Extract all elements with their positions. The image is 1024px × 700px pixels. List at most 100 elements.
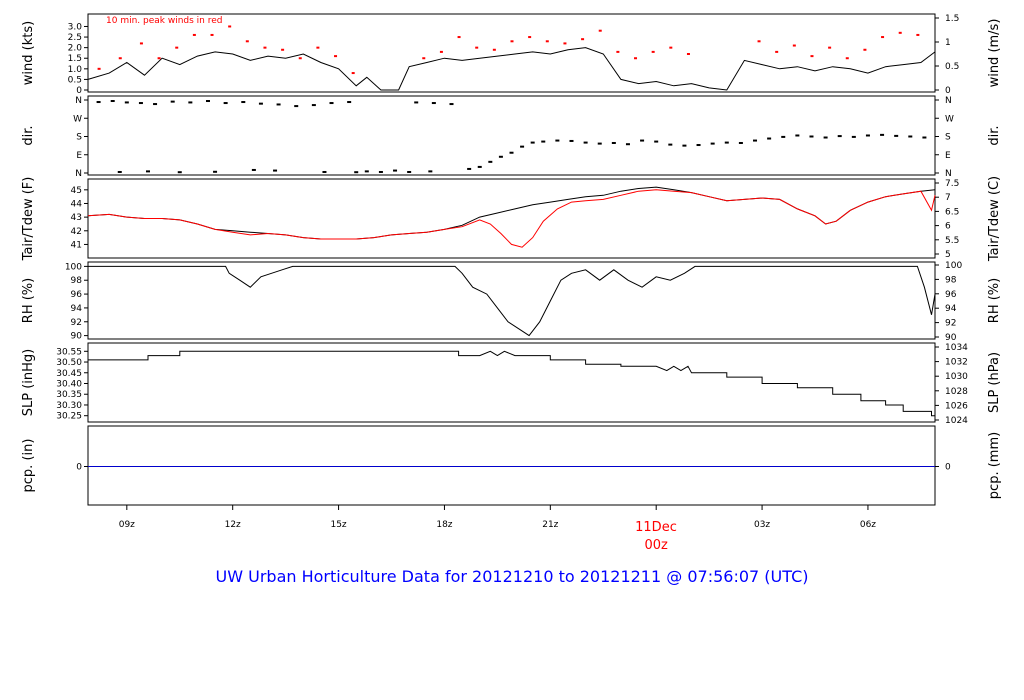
dir-point — [241, 101, 246, 104]
wind-gust-point — [139, 42, 143, 45]
wind-tick-label-left: 0 — [76, 86, 82, 96]
dir-point — [724, 141, 729, 144]
wind-gust-point — [563, 42, 567, 45]
dir-tick-label-left: W — [73, 114, 82, 124]
dir-point — [851, 135, 856, 138]
rh-tick-label-right: 94 — [945, 304, 957, 314]
dir-point — [188, 101, 193, 104]
wind-gust-point — [898, 31, 902, 34]
rh-ylabel-left: RH (%) — [21, 278, 36, 323]
dir-point — [520, 145, 525, 148]
dir-point — [611, 141, 616, 144]
dir-point — [555, 139, 560, 142]
dir-point — [795, 134, 800, 137]
wind-ylabel-right: wind (m/s) — [987, 19, 1002, 88]
wind-gust-point — [634, 57, 638, 60]
temp-ylabel-left: Tair/Tdew (F) — [21, 177, 36, 262]
dir-point — [364, 170, 369, 173]
wind-series-0 — [87, 47, 936, 91]
dir-point — [110, 100, 115, 103]
wind-tick-label-left: 0.5 — [68, 75, 82, 85]
wind-tick-label-left: 3.0 — [68, 22, 83, 32]
wind-gust-point — [757, 40, 761, 43]
wind-gust-point — [118, 57, 122, 60]
temp-frame — [87, 178, 936, 259]
dir-point — [311, 104, 316, 107]
wind-tick-label-left: 1.0 — [68, 65, 83, 75]
pcp-panel: pcp. (in) pcp. (mm) 0 0 — [21, 425, 1002, 506]
time-tick-label: 00z — [645, 538, 669, 553]
wind-tick-label-left: 2.0 — [68, 44, 83, 54]
wind-gust-point — [316, 46, 320, 49]
time-axis: 09z 12z 15z 18z 21z 00z 03z 06z — [119, 505, 876, 553]
dir-point — [569, 139, 574, 142]
slp-tick-label-left: 30.40 — [56, 380, 82, 390]
dir-point — [654, 140, 659, 143]
temp-tick-label-left: 45 — [71, 186, 82, 196]
dir-point — [922, 136, 927, 139]
dir-point — [294, 105, 299, 108]
rh-tick-label-right: 100 — [945, 261, 962, 271]
temp-ylabel-right: Tair/Tdew (C) — [987, 176, 1002, 262]
slp-tick-label-left: 30.45 — [56, 369, 82, 379]
wind-tick-label-right: 0.5 — [945, 62, 959, 72]
dir-point — [354, 171, 359, 174]
wind-gust-point — [192, 33, 196, 36]
wind-gust-point — [510, 40, 514, 43]
dir-point — [170, 100, 175, 103]
dir-tick-label-left: E — [76, 151, 82, 161]
slp-tick-label-right: 1024 — [945, 416, 968, 426]
panels-layer: wind (kts) wind (m/s)00.51.01.52.02.53.00… — [21, 13, 1002, 506]
slp-frame — [87, 342, 936, 423]
rh-frame — [87, 261, 936, 340]
wind-gust-point — [528, 36, 532, 39]
wind-gust-point — [210, 33, 214, 36]
wind-gust-point — [175, 46, 179, 49]
temp-series-1 — [87, 189, 936, 248]
dir-point — [96, 101, 101, 104]
wind-frame — [87, 13, 936, 93]
dir-point — [378, 170, 383, 173]
dir-point — [276, 103, 281, 106]
wind-gust-point — [351, 72, 355, 75]
pcp-tick-label-left: 0 — [76, 463, 82, 473]
wind-tick-label-right: 1.5 — [945, 14, 959, 24]
slp-tick-label-right: 1026 — [945, 401, 968, 411]
dir-tick-label-right: S — [945, 133, 951, 143]
rh-ylabel-right: RH (%) — [987, 278, 1002, 323]
dir-point — [153, 103, 158, 106]
temp-tick-label-right: 7.5 — [945, 179, 959, 189]
dir-point — [407, 170, 412, 173]
dir-point — [498, 155, 503, 158]
wind-gust-point — [422, 57, 426, 60]
rh-tick-label-right: 98 — [945, 275, 957, 285]
wind-gust-point — [475, 46, 479, 49]
dir-point — [541, 140, 546, 143]
slp-tick-label-left: 30.25 — [56, 412, 82, 422]
temp-tick-label-left: 41 — [71, 240, 82, 250]
rh-series-0 — [88, 265, 936, 337]
temp-tick-label-right: 6.5 — [945, 207, 959, 217]
dir-point — [640, 139, 645, 142]
pcp-tick-label-right: 0 — [945, 463, 951, 473]
pcp-ylabel-right: pcp. (mm) — [987, 432, 1002, 499]
wind-gust-point — [581, 38, 585, 41]
wind-gust-point — [263, 46, 267, 49]
dir-point — [428, 170, 433, 173]
date-label: 11Dec — [635, 520, 677, 535]
dir-point — [258, 102, 263, 105]
wind-tick-label-right: 1 — [945, 38, 951, 48]
wind-gust-point — [245, 40, 249, 43]
rh-tick-label-left: 92 — [71, 318, 82, 328]
time-tick-label: 03z — [754, 520, 770, 530]
dir-tick-label-left: N — [75, 96, 82, 106]
dir-point — [597, 142, 602, 145]
pcp-frame — [87, 425, 936, 506]
dir-point — [414, 101, 419, 104]
temp-tick-label-left: 43 — [71, 213, 82, 223]
dir-point — [393, 169, 398, 172]
dir-point — [322, 170, 327, 173]
dir-point — [213, 170, 218, 173]
